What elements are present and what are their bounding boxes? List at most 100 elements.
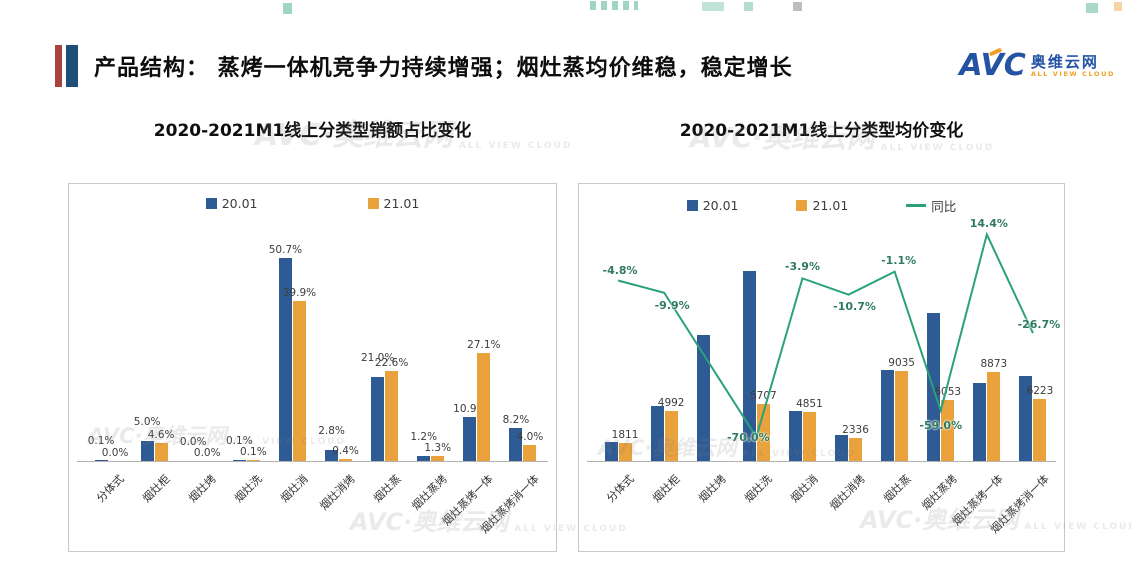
bar-20.01-分体式	[94, 460, 108, 461]
artifact-mark	[283, 3, 292, 14]
line-label: -9.9%	[654, 298, 690, 312]
bar-21.01-烟灶蒸烤消一体	[523, 445, 537, 461]
category-label: 烟灶蒸烤	[409, 472, 450, 513]
line-label: -4.8%	[602, 263, 638, 277]
bar-21.01-烟灶蒸烤	[431, 455, 445, 461]
bar-21.01-烟灶柜	[664, 411, 678, 461]
bar-label: 0.0%	[101, 447, 129, 459]
artifact-mark	[702, 2, 724, 11]
bar-label: 39.9%	[282, 287, 317, 300]
bar-20.01-分体式	[604, 441, 618, 461]
category-label: 烟灶消烤	[316, 472, 358, 513]
bar-20.01-烟灶柜	[650, 405, 664, 461]
bar-20.01-烟灶消烤	[325, 449, 339, 461]
legend-item-同比: 同比	[906, 196, 956, 215]
legend: 20.01 21.01	[69, 196, 556, 211]
bar-21.01-烟灶柜	[154, 442, 168, 461]
bar-21.01-烟灶消烤	[339, 459, 353, 461]
bar-label: 2.8%	[318, 424, 345, 437]
left-chart-title: 2020-2021M1线上分类型销额占比变化	[153, 121, 472, 141]
category-label: 烟灶消	[788, 472, 822, 505]
bar-20.01-烟灶消	[278, 258, 292, 461]
left-chart-panel: 20.01 21.01 分体式 0.1% 0.0% 烟灶柜 5.0% 4.6% 烟灶烤 0.0% 0…	[68, 183, 557, 552]
right-chart-panel: 20.01 21.01 同比 分体式 1811 烟灶柜 4992 烟灶烤 烟灶洗 5707 烟灶消 4…	[578, 183, 1065, 552]
bar-21.01-烟灶蒸烤一体	[987, 372, 1001, 461]
bar-label: 50.7%	[268, 244, 303, 257]
bar-21.01-烟灶蒸烤一体	[477, 352, 491, 461]
x-axis-line	[77, 461, 548, 462]
line-label: -3.9%	[784, 260, 820, 274]
artifact-mark	[793, 2, 802, 11]
accent-bar-2	[66, 45, 78, 87]
category-label: 烟灶消烤	[826, 472, 868, 513]
legend-item-21.01: 21.01	[367, 196, 419, 211]
bar-label: 4.6%	[147, 428, 175, 441]
artifact-mark	[1114, 2, 1122, 11]
line-label: -1.1%	[881, 253, 917, 267]
watermark-subtext: ALL VIEW CLOUD	[880, 143, 995, 153]
bar-20.01-烟灶洗	[232, 460, 246, 461]
line-label: -70.0%	[726, 431, 770, 444]
bar-label: 5.0%	[133, 416, 161, 428]
bar-label: 6223	[1026, 384, 1054, 397]
category-label: 烟灶洗	[742, 472, 775, 505]
bar-21.01-烟灶蒸烤消一体	[1033, 398, 1047, 461]
bar-20.01-烟灶烤	[696, 335, 710, 461]
bar-label: 4992	[657, 397, 685, 410]
bar-label: 1811	[611, 428, 639, 441]
bar-label: 9035	[888, 356, 915, 369]
legend-square-swatch	[796, 200, 808, 211]
bar-21.01-烟灶消	[802, 412, 816, 461]
bar-21.01-烟灶蒸	[385, 370, 399, 461]
bar-label: 0.4%	[332, 445, 359, 458]
legend-line-swatch	[906, 204, 927, 207]
bar-label: 4851	[796, 398, 823, 411]
category-label: 烟灶蒸烤	[919, 472, 960, 513]
category-label: 烟灶洗	[232, 472, 265, 505]
category-label: 分体式	[604, 472, 637, 505]
bar-label: 1.2%	[410, 431, 438, 444]
line-label: -59.0%	[919, 418, 963, 432]
legend-square-swatch	[205, 198, 217, 209]
bar-21.01-烟灶消烤	[849, 437, 863, 461]
x-axis-line	[587, 461, 1056, 462]
bar-label: 22.6%	[374, 356, 409, 369]
bar-21.01-烟灶蒸	[895, 370, 909, 461]
category-label: 烟灶烤	[696, 472, 729, 505]
right-chart-title: 2020-2021M1线上分类型均价变化	[679, 121, 964, 141]
bar-21.01-分体式	[618, 442, 632, 461]
logo-en: ALL VIEW CLOUD	[1030, 69, 1115, 78]
bar-21.01-烟灶洗	[246, 460, 260, 461]
bar-21.01-烟灶消	[292, 301, 306, 461]
bar-label: 21.0%	[360, 352, 395, 364]
legend-item-20.01: 20.01	[205, 196, 258, 211]
logo-cn: 奥维云网	[1030, 53, 1099, 72]
legend-label: 同比	[931, 199, 957, 214]
category-label: 烟灶柜	[140, 472, 173, 505]
category-label: 烟灶蒸	[370, 472, 404, 505]
bar-label: 0.1%	[240, 446, 267, 458]
legend-item-21.01: 21.01	[796, 198, 848, 213]
category-label: 烟灶消	[278, 472, 312, 505]
bar-label: 4.0%	[516, 431, 544, 443]
watermark-subtext: ALL VIEW CLOUD	[458, 141, 573, 151]
category-label: 烟灶烤	[186, 472, 219, 505]
bar-20.01-烟灶柜	[140, 441, 154, 461]
bar-20.01-烟灶蒸烤	[417, 456, 431, 461]
header: 产品结构： 蒸烤一体机竞争力持续增强；烟灶蒸均价维稳，稳定增长 AVC 奥维云网…	[55, 38, 1121, 94]
bar-20.01-烟灶消烤	[835, 434, 849, 461]
legend: 20.01 21.01 同比	[579, 196, 1064, 215]
bar-label: 8.2%	[502, 414, 530, 427]
legend-square-swatch	[686, 200, 698, 211]
bar-label: 0.0%	[193, 447, 221, 459]
line-label: -10.7%	[833, 299, 876, 313]
legend-square-swatch	[367, 198, 379, 209]
bar-20.01-烟灶蒸	[371, 377, 385, 461]
artifact-mark	[1086, 3, 1098, 13]
legend-item-20.01: 20.01	[686, 198, 738, 213]
avc-logo-text: AVC	[959, 48, 1026, 83]
bar-20.01-烟灶蒸	[881, 369, 895, 461]
bar-20.01-烟灶蒸烤一体	[973, 383, 987, 461]
accent-bar-1	[55, 45, 62, 87]
